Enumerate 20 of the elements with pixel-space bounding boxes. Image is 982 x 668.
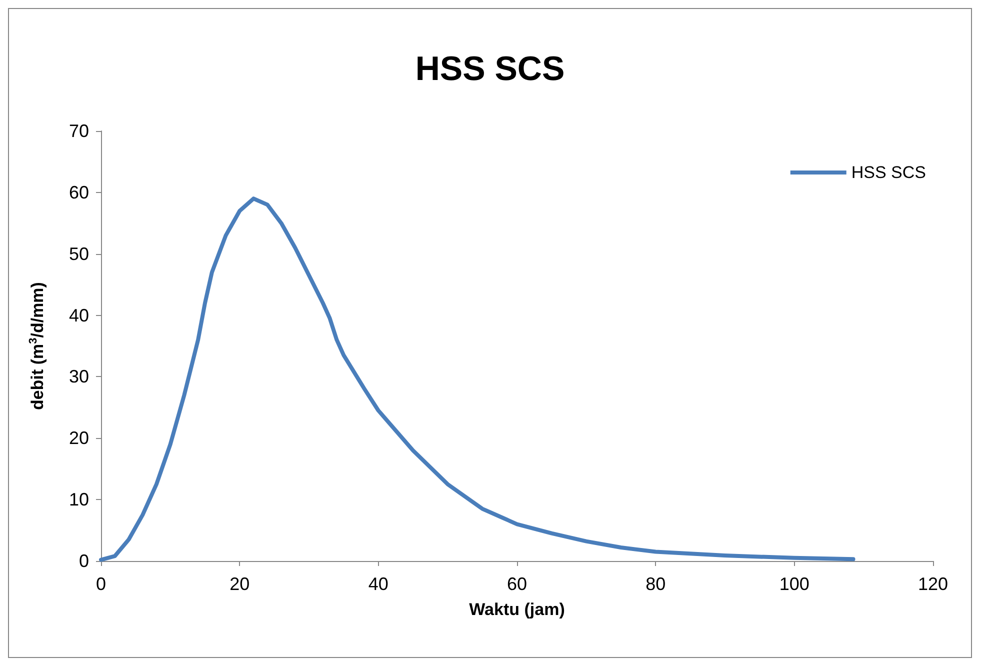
x-tick-label: 40 [368, 574, 388, 594]
x-tick-label: 100 [779, 574, 810, 594]
x-tick-label: 0 [96, 574, 106, 594]
line-series [99, 196, 856, 562]
y-tick-label: 70 [68, 121, 89, 141]
legend-label: HSS SCS [851, 163, 926, 182]
x-axis-title: Waktu (jam) [469, 600, 565, 619]
y-tick-label: 30 [68, 366, 89, 387]
x-tick-label: 20 [230, 574, 250, 594]
y-tick-label: 60 [68, 182, 89, 202]
y-tick-label: 20 [68, 428, 89, 448]
y-axis-title: debit (m3/d/mm) [28, 282, 47, 410]
x-tick-label: 60 [506, 574, 528, 594]
x-tick-label: 120 [918, 574, 948, 594]
y-tick-label: 50 [68, 244, 89, 264]
chart-title: HSS SCS [415, 50, 565, 88]
y-tick-label: 10 [68, 490, 89, 510]
y-tick-label: 0 [78, 551, 89, 571]
y-tick-label: 40 [68, 305, 89, 326]
x-tick-label: 80 [646, 574, 666, 594]
